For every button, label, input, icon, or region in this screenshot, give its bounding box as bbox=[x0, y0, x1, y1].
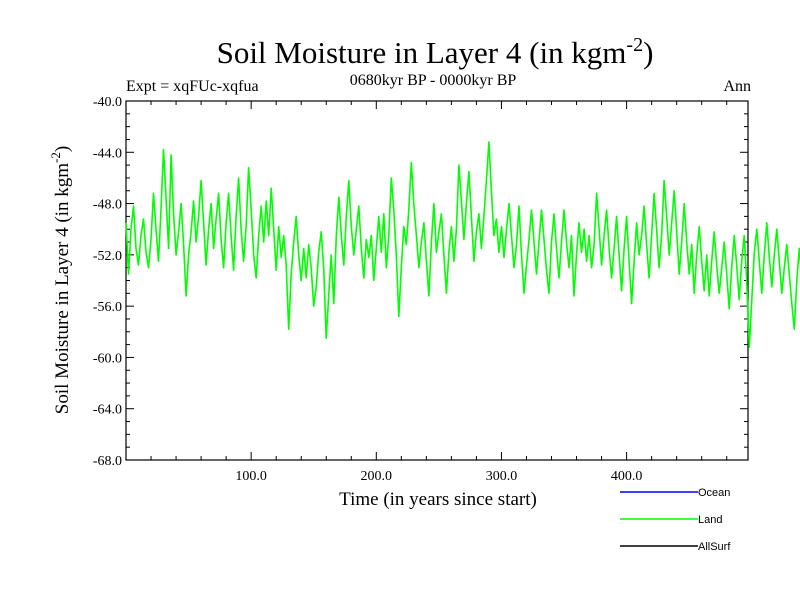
y-axis-label-superscript: -2 bbox=[48, 152, 63, 163]
x-tick-label: 200.0 bbox=[361, 469, 393, 484]
plot-border bbox=[125, 100, 749, 461]
x-axis-label: Time (in years since start) bbox=[339, 489, 537, 510]
series-line-land bbox=[125, 141, 800, 349]
y-axis-label-close: ) bbox=[52, 146, 73, 152]
y-tick-label: -56.0 bbox=[93, 300, 122, 315]
chart-title-main: Soil Moisture in Layer 4 (in kgm bbox=[217, 35, 627, 70]
x-tick-label: 400.0 bbox=[611, 469, 643, 484]
experiment-label: Expt = xqFUc-xqfua bbox=[126, 78, 259, 95]
chart-title-close: ) bbox=[643, 35, 653, 70]
y-tick-label: -60.0 bbox=[93, 351, 122, 366]
y-tick-label: -52.0 bbox=[93, 249, 122, 264]
legend-label-land: Land bbox=[698, 514, 722, 526]
y-tick-label: -40.0 bbox=[93, 95, 122, 110]
x-tick-label: 300.0 bbox=[486, 469, 518, 484]
y-tick-label: -68.0 bbox=[93, 454, 122, 469]
legend-label-allsurf: AllSurf bbox=[698, 541, 731, 553]
legend: Ocean Land AllSurf bbox=[620, 487, 731, 553]
y-tick-label: -64.0 bbox=[93, 403, 122, 418]
y-axis: -40.0 -44.0 -48.0 -52.0 -56.0 -60.0 -64.0 -68.0 bbox=[93, 95, 748, 469]
chart-title-superscript: -2 bbox=[626, 34, 643, 56]
y-axis-label-main: Soil Moisture in Layer 4 (in kgm bbox=[52, 163, 73, 414]
x-axis: 100.0 200.0 300.0 400.0 bbox=[150, 101, 728, 484]
x-tick-label: 100.0 bbox=[235, 469, 267, 484]
series-group bbox=[125, 141, 800, 349]
y-tick-label: -44.0 bbox=[93, 146, 122, 161]
plot-frame bbox=[125, 100, 749, 461]
season-label: Ann bbox=[723, 78, 751, 95]
time-range-subtitle: 0680kyr BP - 0000kyr BP bbox=[350, 72, 517, 89]
legend-label-ocean: Ocean bbox=[698, 487, 730, 499]
chart-title: Soil Moisture in Layer 4 (in kgm-2) bbox=[217, 34, 654, 70]
y-tick-label: -48.0 bbox=[93, 198, 122, 213]
y-axis-label: Soil Moisture in Layer 4 (in kgm-2) bbox=[48, 146, 73, 414]
